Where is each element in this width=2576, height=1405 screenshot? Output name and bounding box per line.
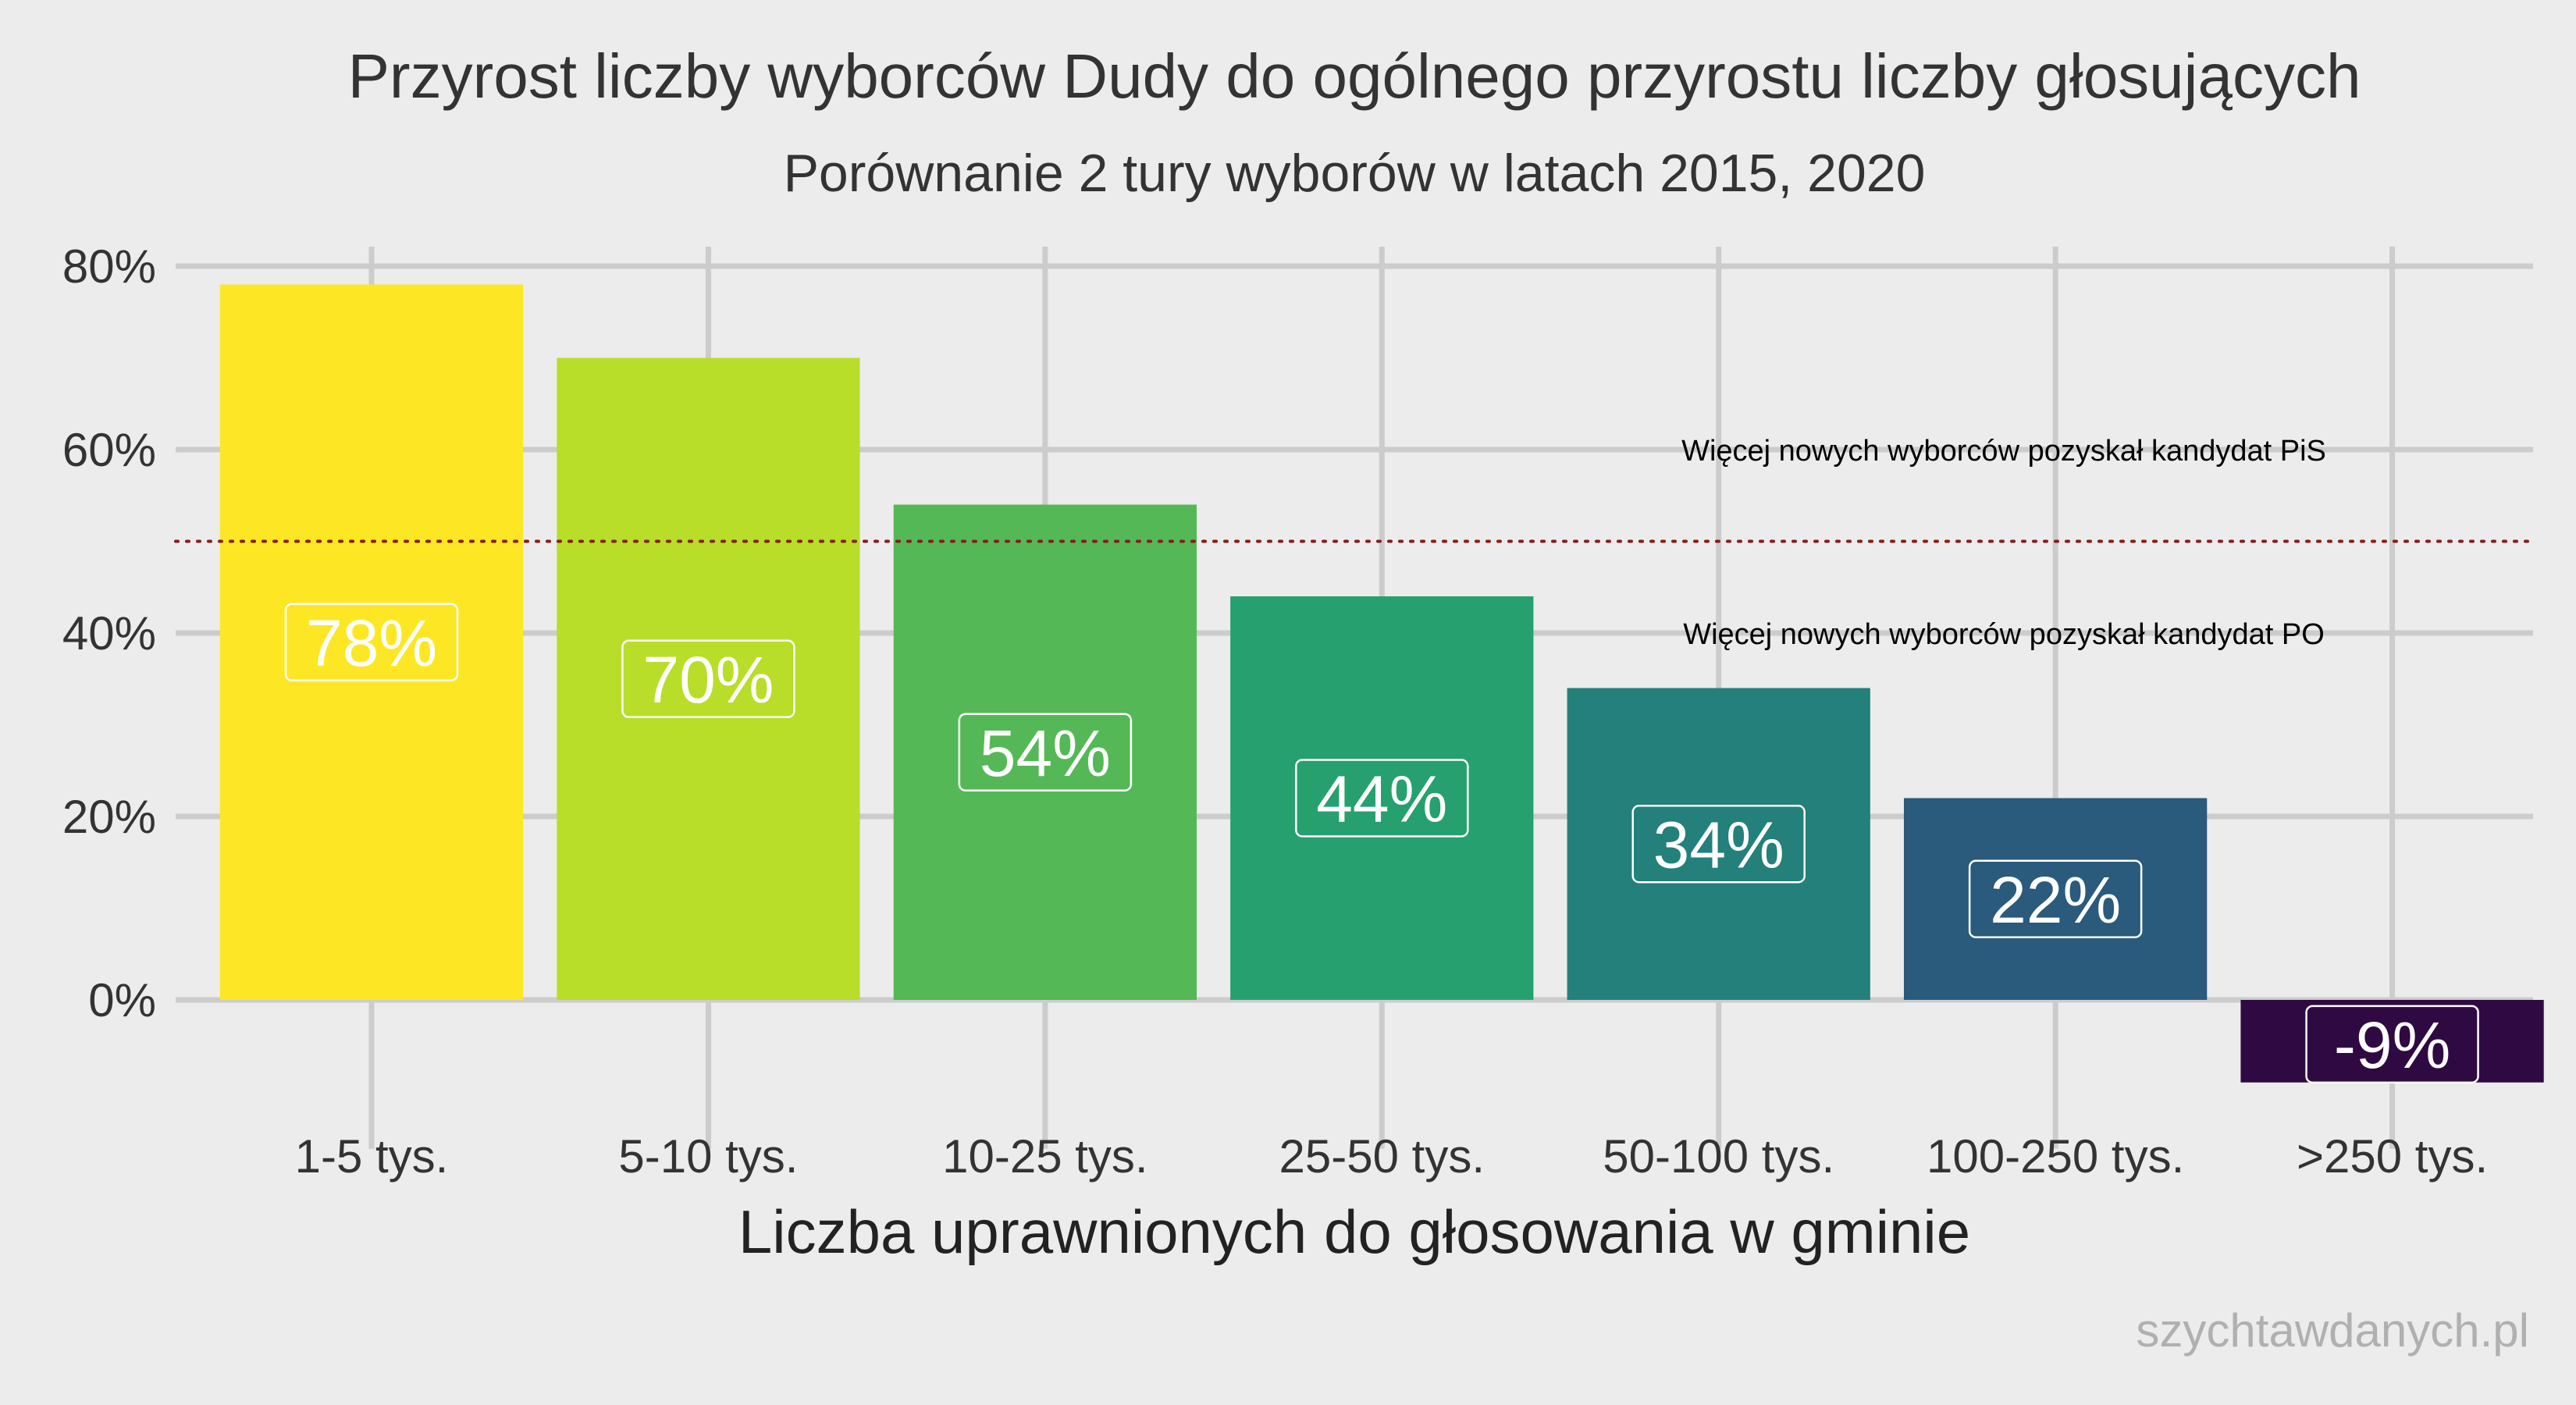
value-labels: 78% 70% 54% 44% 34% 22% -9% xyxy=(284,603,2479,1084)
chart-subtitle: Porównanie 2 tury wyborów w latach 2015,… xyxy=(784,144,1926,203)
x-tick-label: 50-100 tys. xyxy=(1603,1130,1834,1183)
value-label-box xyxy=(1295,759,1469,838)
x-tick-label: 25-50 tys. xyxy=(1279,1130,1485,1183)
bar xyxy=(1904,798,2208,1000)
value-label: 70% xyxy=(642,643,774,717)
bar xyxy=(2240,1000,2544,1083)
value-label: 22% xyxy=(1990,863,2121,937)
value-label: 34% xyxy=(1653,808,1784,881)
x-tick-label: 100-250 tys. xyxy=(1927,1130,2184,1183)
value-label-box xyxy=(958,713,1133,791)
value-label-box xyxy=(284,603,459,681)
y-tick-label: 40% xyxy=(62,607,156,660)
y-tick-label: 80% xyxy=(62,240,156,293)
x-tick-label: 1-5 tys. xyxy=(295,1130,449,1183)
value-label: -9% xyxy=(2334,1008,2450,1082)
y-tick-label: 0% xyxy=(88,974,156,1026)
annotation: Więcej nowych wyborców pozyskał kandydat… xyxy=(1681,435,2326,468)
bar xyxy=(1567,688,1870,1000)
bar xyxy=(1230,596,1534,1000)
annotations: Więcej nowych wyborców pozyskał kandydat… xyxy=(1681,435,2326,651)
value-label: 44% xyxy=(1316,763,1447,836)
bar xyxy=(557,357,860,1000)
x-axis-label: Liczba uprawnionych do głosowania w gmin… xyxy=(738,1197,1970,1266)
chart-title: Przyrost liczby wyborców Dudy do ogólneg… xyxy=(348,41,2361,111)
y-tick-label: 20% xyxy=(62,791,156,843)
value-label-box xyxy=(2305,1005,2479,1084)
x-tick-label: 10-25 tys. xyxy=(942,1130,1147,1183)
x-axis-ticks: 1-5 tys. 5-10 tys. 10-25 tys. 25-50 tys. 50-… xyxy=(295,1130,2489,1183)
value-label: 54% xyxy=(980,717,1111,790)
y-tick-label: 60% xyxy=(62,424,156,476)
source-caption: szychtawdanych.pl xyxy=(2136,1304,2529,1357)
bars xyxy=(219,284,2544,1083)
bar xyxy=(893,504,1197,1000)
value-label-box xyxy=(1631,805,1806,884)
x-tick-label: >250 tys. xyxy=(2297,1130,2488,1183)
y-axis-ticks: 0% 20% 40% 60% 80% xyxy=(62,240,156,1026)
x-tick-label: 5-10 tys. xyxy=(618,1130,798,1183)
bar xyxy=(219,284,524,1000)
annotation: Więcej nowych wyborców pozyskał kandydat… xyxy=(1683,618,2325,651)
value-label-box xyxy=(1968,859,2143,938)
value-label-box xyxy=(621,639,795,718)
value-label: 78% xyxy=(306,606,437,680)
